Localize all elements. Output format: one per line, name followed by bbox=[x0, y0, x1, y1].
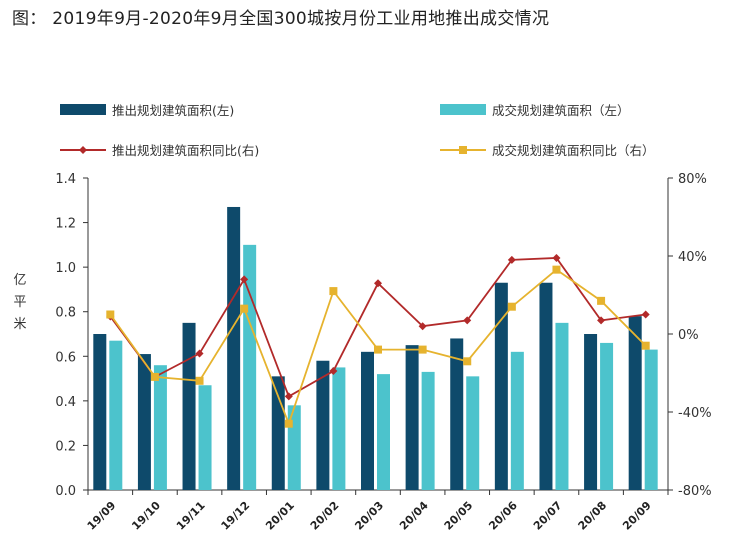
line-deal-marker bbox=[329, 287, 338, 296]
bar-deal bbox=[600, 342, 614, 490]
right-tick-label: -40% bbox=[678, 406, 712, 421]
bar-supply bbox=[316, 360, 330, 490]
x-tick-label: 20/02 bbox=[308, 499, 342, 533]
bar-deal bbox=[555, 322, 569, 490]
bar-supply bbox=[182, 322, 196, 490]
bar-supply bbox=[628, 316, 642, 490]
bars bbox=[93, 206, 658, 490]
line-supply-marker bbox=[507, 255, 516, 264]
bar-supply bbox=[361, 351, 374, 490]
x-tick-label: 20/03 bbox=[352, 499, 386, 533]
lines bbox=[106, 253, 650, 428]
legend-deal-line-marker bbox=[459, 146, 467, 154]
left-tick-label: 1.0 bbox=[55, 261, 76, 276]
line-deal-marker bbox=[418, 345, 427, 354]
legend-deal-bar-label: 成交规划建筑面积（左） bbox=[492, 103, 630, 118]
bar-deal bbox=[153, 365, 167, 490]
x-tick-label: 20/07 bbox=[531, 499, 565, 533]
bar-supply bbox=[405, 345, 419, 490]
y-axis-label-char: 平 bbox=[13, 295, 26, 310]
legend-supply-bar-label: 推出规划建筑面积(左) bbox=[112, 103, 234, 118]
line-deal-marker bbox=[374, 345, 382, 354]
bar-supply bbox=[93, 334, 107, 490]
bar-supply bbox=[539, 282, 553, 490]
line-supply-marker bbox=[641, 310, 650, 319]
x-tick-label: 20/01 bbox=[263, 499, 297, 533]
left-tick-label: 0.6 bbox=[55, 350, 76, 365]
right-tick-label: -80% bbox=[678, 484, 712, 499]
line-supply-marker bbox=[329, 367, 338, 376]
x-tick-label: 19/09 bbox=[85, 499, 119, 533]
line-deal-marker bbox=[106, 310, 115, 319]
legend: 推出规划建筑面积(左) 成交规划建筑面积（左） 推出规划建筑面积同比(右) 成交规划建… bbox=[60, 103, 655, 158]
line-supply-marker bbox=[552, 253, 561, 262]
right-tick-label: 40% bbox=[678, 250, 707, 265]
line-deal-marker bbox=[552, 265, 561, 274]
bar-supply bbox=[227, 206, 241, 490]
x-tick-label: 20/06 bbox=[486, 499, 520, 533]
bar-supply bbox=[584, 334, 598, 490]
line-deal-marker bbox=[641, 341, 650, 350]
line-deal-marker bbox=[597, 296, 606, 305]
line-supply-marker bbox=[463, 316, 472, 325]
x-tick-label: 20/08 bbox=[576, 499, 610, 533]
legend-supply-bar-swatch bbox=[60, 104, 106, 115]
line-supply-marker bbox=[418, 322, 427, 331]
line-deal-marker bbox=[284, 419, 293, 428]
line-supply-marker bbox=[597, 316, 606, 325]
x-tick-label: 20/05 bbox=[442, 499, 476, 533]
left-tick-label: 0.8 bbox=[55, 306, 76, 321]
line-deal-marker bbox=[507, 302, 516, 311]
legend-supply-line-label: 推出规划建筑面积同比(右) bbox=[112, 143, 259, 158]
bar-supply bbox=[137, 354, 151, 490]
y-axis-label-char: 米 bbox=[13, 317, 26, 332]
x-tick-label: 19/11 bbox=[174, 499, 208, 533]
chart-title: 图： 2019年9月-2020年9月全国300城按月份工业用地推出成交情况 bbox=[12, 9, 550, 29]
bar-deal bbox=[109, 340, 123, 490]
left-tick-label: 0.4 bbox=[55, 395, 76, 410]
bar-deal bbox=[421, 371, 435, 490]
line-supply-marker bbox=[240, 275, 249, 284]
line-supply-marker bbox=[195, 349, 204, 358]
x-tick-label: 19/12 bbox=[219, 499, 253, 533]
x-tick-label: 19/10 bbox=[129, 499, 163, 533]
x-tick-label: 20/04 bbox=[397, 499, 431, 533]
x-tick-label: 20/09 bbox=[620, 499, 654, 533]
left-tick-label: 1.2 bbox=[55, 217, 76, 232]
bar-supply bbox=[494, 282, 508, 490]
line-deal-marker bbox=[150, 372, 159, 381]
y-axis-label-char: 亿 bbox=[13, 273, 26, 288]
bar-deal bbox=[198, 385, 212, 490]
legend-deal-bar-swatch bbox=[440, 104, 486, 115]
bar-deal bbox=[644, 349, 658, 490]
bar-deal bbox=[510, 351, 524, 490]
legend-deal-line-label: 成交规划建筑面积同比（右） bbox=[492, 143, 655, 158]
bar-deal bbox=[466, 376, 480, 490]
legend-supply-line-marker bbox=[79, 146, 87, 154]
bar-supply bbox=[271, 376, 285, 490]
right-tick-label: 80% bbox=[678, 172, 707, 187]
line-deal-marker bbox=[463, 357, 472, 366]
left-tick-label: 0.2 bbox=[55, 439, 76, 454]
line-supply-marker bbox=[374, 279, 382, 288]
bar-deal bbox=[287, 405, 301, 490]
bar-deal bbox=[377, 374, 390, 490]
line-deal-marker bbox=[240, 304, 249, 313]
line-supply-marker bbox=[284, 392, 293, 401]
line-deal-marker bbox=[195, 376, 204, 385]
left-tick-label: 1.4 bbox=[55, 172, 76, 187]
bar-supply bbox=[450, 338, 464, 490]
bar-deal bbox=[332, 367, 346, 490]
right-tick-label: 0% bbox=[678, 328, 699, 343]
left-tick-label: 0.0 bbox=[55, 484, 76, 499]
